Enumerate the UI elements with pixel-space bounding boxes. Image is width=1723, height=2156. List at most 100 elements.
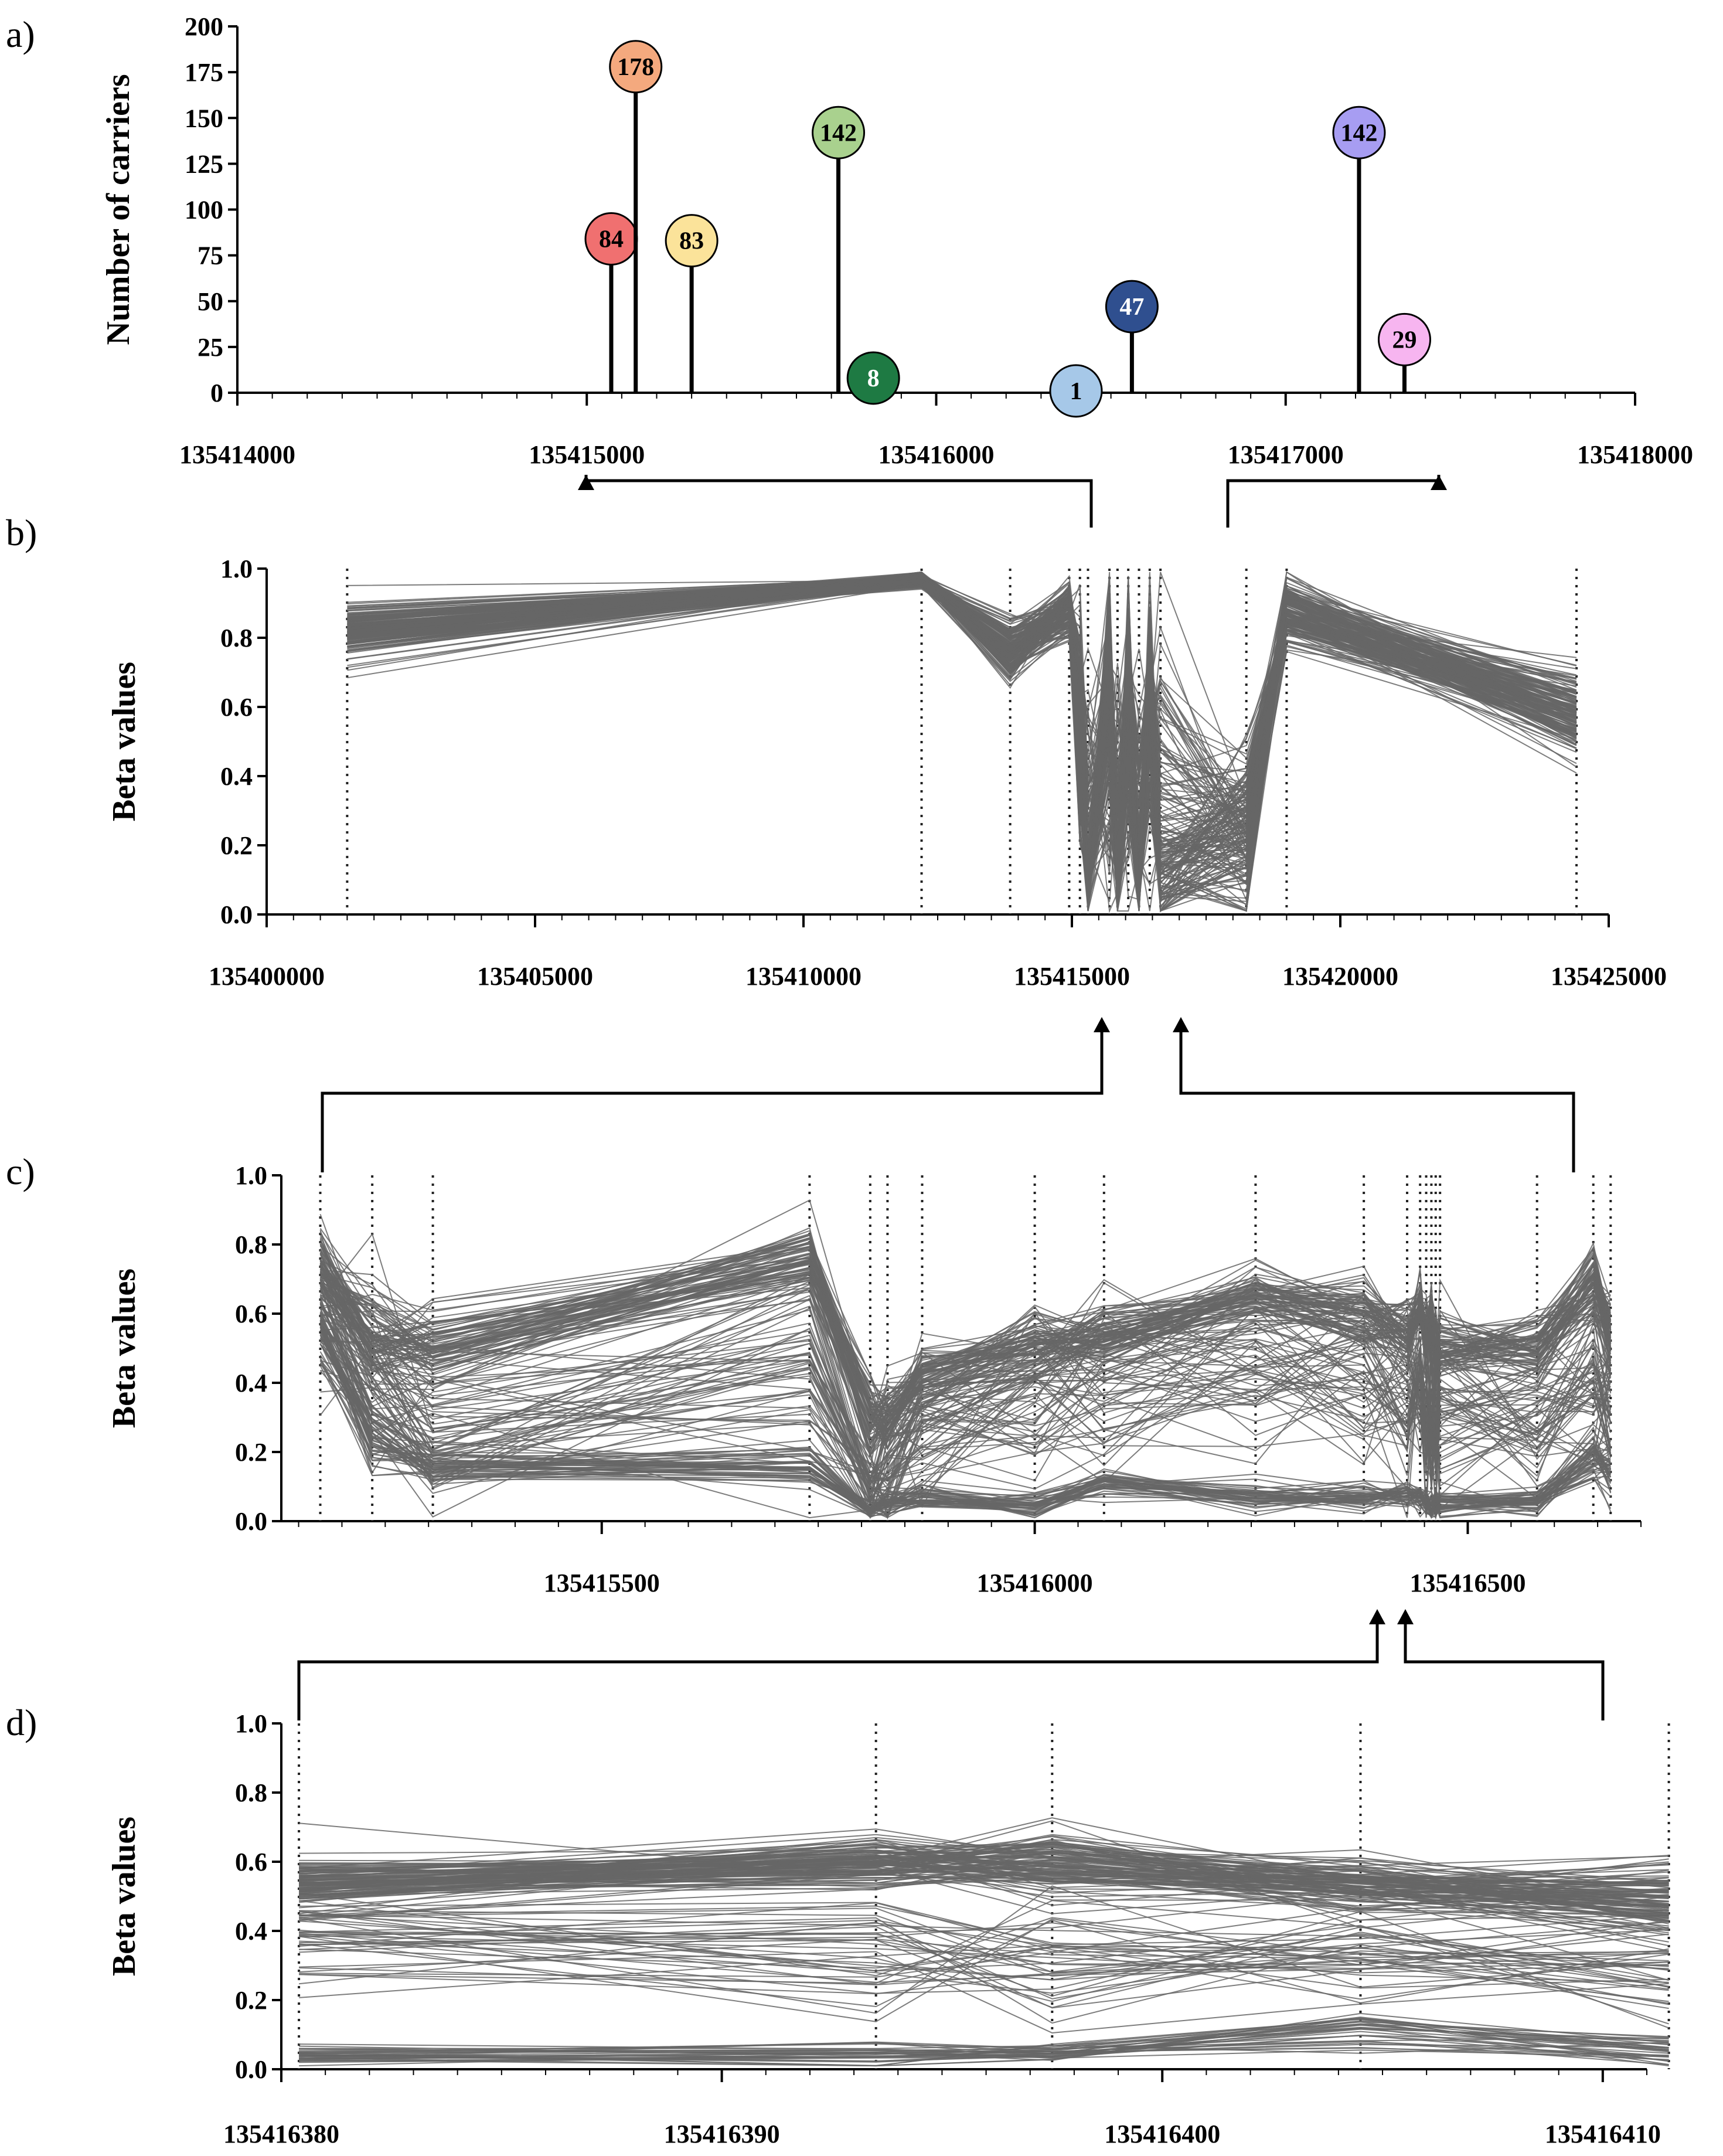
sample-line xyxy=(319,1307,1612,1518)
sample-line xyxy=(299,1914,1669,1987)
sample-line xyxy=(299,2023,1669,2053)
x-tick-label: 135420000 xyxy=(1282,962,1398,991)
sample-line xyxy=(299,2035,1669,2059)
x-tick-label: 135416000 xyxy=(977,1569,1093,1597)
sample-line xyxy=(299,1905,1669,1990)
lollipop-head xyxy=(1332,106,1386,159)
y-tick-label: 75 xyxy=(198,242,223,270)
sample-line xyxy=(299,1857,1669,1906)
y-tick-label: 0.6 xyxy=(220,693,253,722)
panel-label: c) xyxy=(6,1151,35,1192)
sample-line xyxy=(299,1914,1669,1994)
arrowhead xyxy=(1094,1017,1110,1032)
y-tick-label: 0.2 xyxy=(235,1986,267,2015)
connector-b-to-a-left xyxy=(586,479,1093,528)
x-tick-label: 135415000 xyxy=(529,440,645,469)
sample-line xyxy=(319,1329,1611,1517)
sample-line xyxy=(299,1893,1669,1981)
sample-line xyxy=(299,1947,1669,1978)
lollipop-value-label: 47 xyxy=(1119,294,1144,321)
y-tick-label: 0.8 xyxy=(235,1230,267,1259)
panel-d-beta-line-chart: d) Beta values 0.0 0.2 0.4 0.6 0.8 1.0 135416380… xyxy=(6,1702,1670,2148)
sample-line xyxy=(347,577,1577,912)
lollipop-head xyxy=(1377,312,1431,366)
y-tick-label: 150 xyxy=(185,104,223,132)
lollipop-head xyxy=(812,106,866,159)
lollipop-head xyxy=(846,351,900,405)
x-tick-label: 135416400 xyxy=(1104,2120,1220,2148)
panel-label: b) xyxy=(6,512,37,553)
sample-line xyxy=(319,1325,1612,1485)
y-tick-label: 1.0 xyxy=(235,1709,267,1738)
y-tick-label: 0.2 xyxy=(220,831,253,860)
y-axis-title: Number of carriers xyxy=(100,74,137,345)
x-tick-label: 135415000 xyxy=(1014,962,1130,991)
panel-c-beta-line-chart: c) Beta values 0.0 0.2 0.4 0.6 0.8 1.0 135415500… xyxy=(6,1151,1642,1597)
y-tick-label: 1.0 xyxy=(235,1161,267,1190)
sample-line xyxy=(319,1282,1612,1519)
sample-line xyxy=(319,1280,1612,1508)
sample-line xyxy=(299,1851,1669,1917)
arrowhead xyxy=(578,475,594,490)
connector-c-to-b-left xyxy=(321,1023,1104,1172)
connector-d-to-c-right xyxy=(1404,1615,1605,1720)
sample-line xyxy=(299,1834,1669,1882)
lollipop-value-label: 84 xyxy=(599,226,624,253)
sample-line xyxy=(299,2021,1669,2062)
arrowhead xyxy=(1173,1017,1189,1032)
y-tick-label: 50 xyxy=(198,287,223,316)
sample-line xyxy=(299,2042,1669,2066)
connector-b-to-a-right xyxy=(1226,479,1439,528)
sample-line xyxy=(347,576,1577,901)
sample-line xyxy=(320,1286,1611,1490)
sample-line xyxy=(299,1947,1669,1969)
sample-line xyxy=(299,1902,1669,2000)
lollipop-value-label: 29 xyxy=(1392,327,1416,353)
lollipop-head xyxy=(1105,280,1159,334)
sample-line xyxy=(299,1871,1669,1897)
sample-line xyxy=(299,1817,1669,1917)
arrowhead xyxy=(1397,1609,1414,1624)
sample-line xyxy=(299,1863,1669,1888)
x-tick-label: 135416000 xyxy=(878,440,995,469)
lollipop-head xyxy=(665,214,719,268)
sample-line xyxy=(299,2016,1669,2055)
sample-line xyxy=(347,586,1577,864)
y-tick-label: 0.4 xyxy=(235,1369,267,1397)
panel-label: a) xyxy=(6,13,35,55)
panel-a-lollipop-chart: a) Number of carriers 0 25 50 75 100 125 150 175 2… xyxy=(6,12,1693,469)
arrowhead xyxy=(1369,1609,1385,1624)
panel-label: d) xyxy=(6,1702,37,1743)
sample-lines xyxy=(347,571,1577,913)
sample-line xyxy=(299,1900,1669,1984)
sample-lines xyxy=(298,1817,1669,2067)
sample-line xyxy=(319,1318,1612,1505)
y-tick-label: 125 xyxy=(185,149,223,178)
sample-line xyxy=(319,1308,1612,1482)
sample-line xyxy=(319,1320,1612,1520)
panel-b-beta-line-chart: b) Beta values 0.0 0.2 0.4 0.6 0.8 1.0 135400000… xyxy=(6,512,1667,991)
sample-line xyxy=(299,2041,1669,2058)
sample-line xyxy=(319,1298,1612,1499)
x-tick-label: 135415500 xyxy=(544,1569,660,1597)
y-tick-label: 0.0 xyxy=(235,2055,267,2084)
sample-line xyxy=(299,1871,1669,1895)
sample-line xyxy=(299,1931,1669,1970)
y-tick-label: 200 xyxy=(185,12,223,41)
connector-d-to-c-left xyxy=(297,1615,1379,1720)
x-tick-label: 135414000 xyxy=(179,440,295,469)
sample-line xyxy=(299,1907,1669,1973)
lollipop-value-label: 1 xyxy=(1070,378,1082,405)
x-tick-label: 135405000 xyxy=(477,962,593,991)
lollipop-value-label: 83 xyxy=(679,228,704,255)
arrowhead xyxy=(1431,475,1447,490)
x-tick-label: 135418000 xyxy=(1577,440,1693,469)
sample-line xyxy=(299,1861,1669,1930)
sample-lines xyxy=(319,1199,1612,1520)
x-tick-label: 135416390 xyxy=(664,2120,780,2148)
lollipop-value-label: 8 xyxy=(867,365,880,392)
x-tick-label: 135417000 xyxy=(1228,440,1344,469)
sample-line xyxy=(319,1335,1611,1516)
sample-line xyxy=(299,1934,1669,1974)
